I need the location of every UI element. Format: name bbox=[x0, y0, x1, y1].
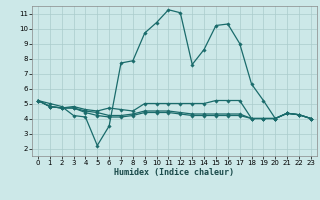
X-axis label: Humidex (Indice chaleur): Humidex (Indice chaleur) bbox=[115, 168, 234, 177]
